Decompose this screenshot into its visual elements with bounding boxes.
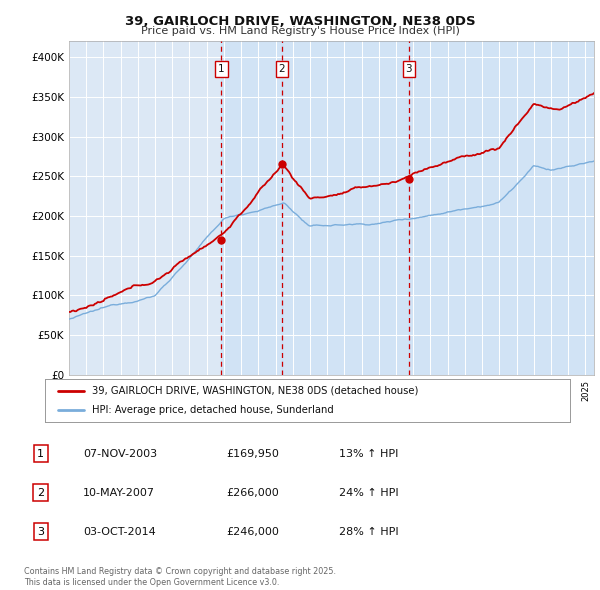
Text: 3: 3 (37, 527, 44, 536)
Text: 24% ↑ HPI: 24% ↑ HPI (340, 488, 399, 497)
Text: 2: 2 (37, 488, 44, 497)
Bar (409, 41, 594, 375)
Text: 39, GAIRLOCH DRIVE, WASHINGTON, NE38 0DS (detached house): 39, GAIRLOCH DRIVE, WASHINGTON, NE38 0DS… (92, 386, 419, 396)
Text: 10-MAY-2007: 10-MAY-2007 (83, 488, 155, 497)
Text: £266,000: £266,000 (227, 488, 280, 497)
Text: 1: 1 (218, 64, 224, 74)
Text: Contains HM Land Registry data © Crown copyright and database right 2025.
This d: Contains HM Land Registry data © Crown c… (24, 566, 336, 588)
Bar (221, 41, 282, 375)
Bar (282, 41, 409, 375)
Text: £169,950: £169,950 (227, 449, 280, 458)
Text: 13% ↑ HPI: 13% ↑ HPI (340, 449, 399, 458)
Text: 1: 1 (37, 449, 44, 458)
Text: 28% ↑ HPI: 28% ↑ HPI (340, 527, 399, 536)
Text: 3: 3 (406, 64, 412, 74)
Text: 2: 2 (278, 64, 285, 74)
Text: £246,000: £246,000 (227, 527, 280, 536)
Text: Price paid vs. HM Land Registry's House Price Index (HPI): Price paid vs. HM Land Registry's House … (140, 26, 460, 35)
Text: 03-OCT-2014: 03-OCT-2014 (83, 527, 155, 536)
Text: HPI: Average price, detached house, Sunderland: HPI: Average price, detached house, Sund… (92, 405, 334, 415)
Text: 39, GAIRLOCH DRIVE, WASHINGTON, NE38 0DS: 39, GAIRLOCH DRIVE, WASHINGTON, NE38 0DS (125, 15, 475, 28)
Text: 07-NOV-2003: 07-NOV-2003 (83, 449, 157, 458)
